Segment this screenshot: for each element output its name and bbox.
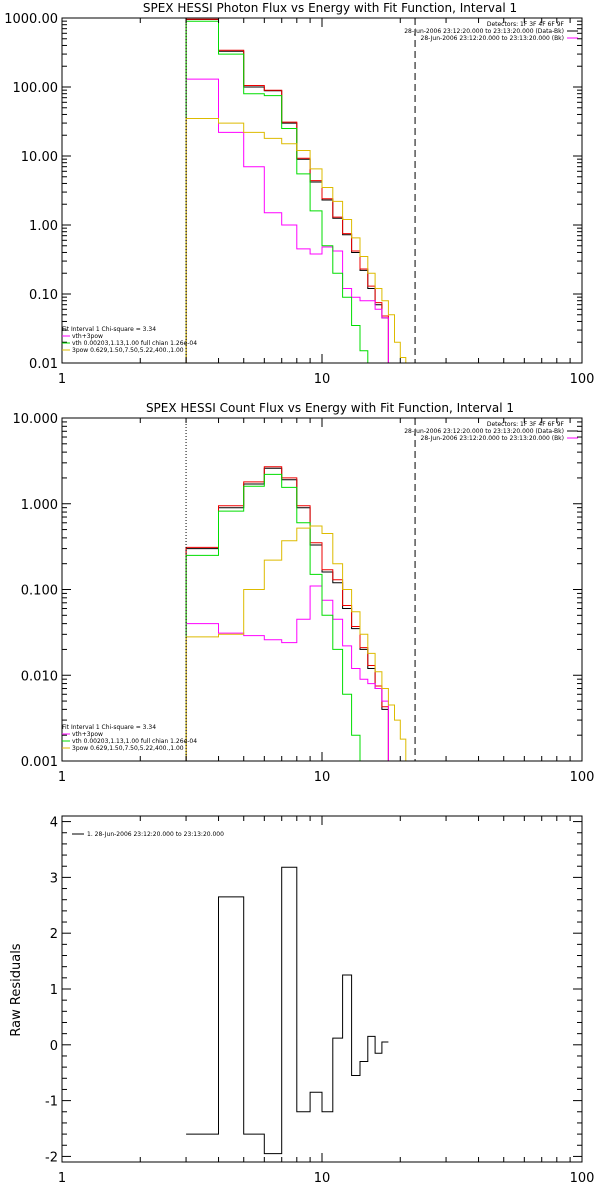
count-flux-info-line: 28-Jun-2006 23:12:20.000 to 23:13:20.000… (404, 428, 564, 435)
photon-flux-series-0-series-0 (185, 19, 389, 363)
photon-flux-legend-entry: Fit Interval 1 Chi-square = 3.34 (62, 326, 156, 333)
count-flux-x-tick-label: 1 (58, 770, 66, 785)
count-flux-y-tick-label: 10.000 (13, 412, 59, 427)
residuals-series-group (186, 866, 389, 1155)
count-flux-panel: SPEX HESSI Count Flux vs Energy with Fit… (13, 401, 595, 785)
photon-flux-info-line: 28-Jun-2006 23:12:20.000 to 23:13:20.000… (421, 35, 564, 42)
count-flux-legend-entry: Fit Interval 1 Chi-square = 3.34 (62, 724, 156, 731)
count-flux-series-1-series-1 (185, 466, 389, 761)
photon-flux-y-tick-label: 1000.00 (4, 12, 58, 27)
residuals-plot-content: 1 10 100 -2 -1 0 1 2 3 4 1. 28-Jun-2006 23:12:20.0… (45, 815, 595, 1186)
count-flux-y-tick-label: 0.010 (21, 669, 58, 684)
photon-flux-x-tick-label: 10 (314, 372, 331, 387)
photon-flux-series-4-3pow-0-629-1-50-7-50-5-2 (185, 118, 407, 363)
count-flux-y-tick-label: 1.000 (21, 498, 58, 513)
residuals-y-axis-label: Raw Residuals (9, 943, 24, 1036)
photon-flux-y-tick-label: 0.10 (29, 288, 58, 303)
count-flux-legend-entry: 3pow 0.629,1.50,7.50,5.22,400.,1.00 (72, 745, 184, 752)
count-flux-legend-entry: vth+3pow (72, 731, 103, 738)
count-flux-x-tick-label: 10 (314, 770, 331, 785)
photon-flux-x-tick-label: 100 (570, 372, 595, 387)
photon-flux-series-3-vth-0-00203-1-13-1-00-fu (185, 20, 369, 363)
photon-flux-series-2-vth-3pow (185, 78, 389, 363)
count-flux-series-2-vth-3pow (185, 585, 389, 761)
count-flux-legend-entry: vth 0.00203,1.13,1.00 full chian 1.26e-0… (72, 738, 197, 745)
count-flux-info-line: 28-Jun-2006 23:12:20.000 to 23:13:20.000… (421, 435, 564, 442)
photon-flux-y-tick-label: 0.01 (29, 357, 58, 372)
residuals-x-tick-label: 10 (314, 1171, 331, 1186)
photon-flux-plot-content: 1 10 100 0.01 0.10 1.00 10.00 100.00 1000.00 Dete… (4, 12, 594, 387)
photon-flux-legend-entry: vth 0.00203,1.13,1.00 full chian 1.26e-0… (72, 340, 197, 347)
count-flux-series-0-series-0 (185, 467, 389, 761)
residuals-y-tick-label: 2 (50, 927, 58, 942)
residuals-y-tick-label: 0 (50, 1039, 58, 1054)
photon-flux-info-line: 28-Jun-2006 23:12:20.000 to 23:13:20.000… (404, 28, 564, 35)
photon-flux-legend-entry: 3pow 0.629,1.50,7.50,5.22,400.,1.00 (72, 347, 184, 354)
residuals-y-tick-label: 4 (50, 816, 58, 831)
residuals-y-tick-label: -2 (45, 1150, 58, 1165)
photon-flux-y-tick-label: 100.00 (13, 81, 59, 96)
residuals-y-tick-label: 3 (50, 871, 58, 886)
residuals-x-tick-label: 1 (58, 1171, 66, 1186)
photon-flux-y-tick-label: 10.00 (21, 150, 58, 165)
count-flux-series-group (185, 466, 412, 761)
photon-flux-x-tick-label: 1 (58, 372, 66, 387)
count-flux-x-tick-label: 100 (570, 770, 595, 785)
photon-flux-y-tick-label: 1.00 (29, 219, 58, 234)
residuals-panel: Raw Residuals 1 10 100 -2 -1 0 1 2 3 4 1. 28-Jun-2… (9, 815, 595, 1186)
photon-flux-title: SPEX HESSI Photon Flux vs Energy with Fi… (143, 1, 517, 15)
residuals-y-tick-label: -1 (45, 1095, 58, 1110)
count-flux-series-4-3pow-0-629-1-50-7-50-5-2 (185, 525, 412, 761)
count-flux-y-tick-label: 0.001 (21, 755, 58, 770)
photon-flux-series-group (185, 18, 407, 363)
photon-flux-series-1-series-1 (185, 18, 389, 363)
count-flux-info-line: Detectors: 1F 3F 4F 6F 9F (487, 421, 565, 428)
residuals-series-0-1-28-jun-2006-23-12-20-0 (186, 866, 389, 1155)
residuals-y-tick-label: 1 (50, 983, 58, 998)
residuals-x-tick-label: 100 (570, 1171, 595, 1186)
count-flux-plot-content: 1 10 100 0.001 0.010 0.100 1.000 10.000 Detector… (13, 412, 595, 785)
residuals-legend-entry: 1. 28-Jun-2006 23:12:20.000 to 23:13:20.… (87, 831, 224, 838)
count-flux-series-3-vth-0-00203-1-13-1-00-fu (185, 473, 369, 761)
photon-flux-legend-entry: vth+3pow (72, 333, 103, 340)
photon-flux-panel: SPEX HESSI Photon Flux vs Energy with Fi… (4, 1, 594, 387)
photon-flux-info-line: Detectors: 1F 3F 4F 6F 9F (487, 21, 565, 28)
count-flux-y-tick-label: 0.100 (21, 584, 58, 599)
count-flux-title: SPEX HESSI Count Flux vs Energy with Fit… (146, 401, 514, 415)
